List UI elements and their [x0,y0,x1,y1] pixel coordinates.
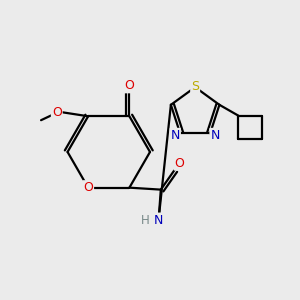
Text: O: O [175,157,184,169]
Text: N: N [171,129,180,142]
Text: O: O [83,181,93,194]
Text: N: N [210,129,220,142]
Text: S: S [191,80,199,93]
Text: H: H [141,214,149,226]
Text: O: O [124,79,134,92]
Text: N: N [154,214,164,226]
Text: O: O [52,106,62,119]
